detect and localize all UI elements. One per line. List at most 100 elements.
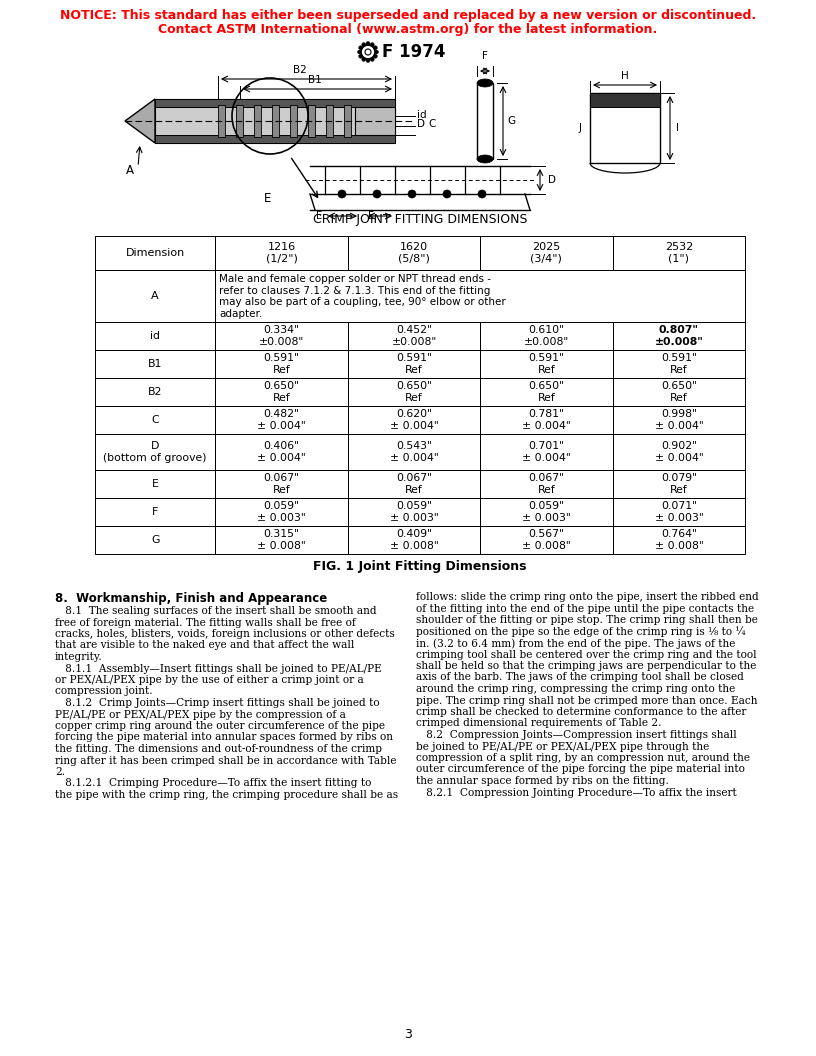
Bar (236, 105, 243, 137)
Circle shape (357, 50, 361, 54)
Text: 0.059"
± 0.003": 0.059" ± 0.003" (257, 502, 306, 523)
Text: 0.998"
± 0.004": 0.998" ± 0.004" (654, 410, 703, 431)
Text: C: C (428, 119, 436, 129)
Text: 1216
(1/2"): 1216 (1/2") (265, 242, 297, 264)
Text: 0.902"
± 0.004": 0.902" ± 0.004" (654, 441, 703, 463)
Text: A: A (151, 291, 159, 301)
Text: 0.591"
Ref: 0.591" Ref (529, 353, 565, 375)
Bar (155, 99, 395, 143)
Bar (613, 526, 745, 554)
Bar (215, 322, 348, 350)
Text: 0.650"
Ref: 0.650" Ref (661, 381, 697, 402)
Bar (348, 434, 480, 470)
Text: 0.764"
± 0.008": 0.764" ± 0.008" (654, 529, 703, 551)
Bar (348, 470, 480, 498)
Bar (348, 498, 480, 526)
Bar (480, 350, 613, 378)
Text: CRIMP JOINT FITTING DIMENSIONS: CRIMP JOINT FITTING DIMENSIONS (313, 213, 527, 226)
Text: Male and female copper solder or NPT thread ends -
refer to clauses 7.1.2 & 7.1.: Male and female copper solder or NPT thr… (220, 274, 506, 319)
Text: 0.067"
Ref: 0.067" Ref (396, 473, 432, 495)
Text: 3: 3 (404, 1027, 412, 1040)
Text: B1: B1 (308, 75, 322, 84)
Text: crimped dimensional requirements of Table 2.: crimped dimensional requirements of Tabl… (416, 718, 662, 729)
Text: 8.2  Compression Joints—Compression insert fittings shall: 8.2 Compression Joints—Compression inser… (416, 730, 737, 740)
Circle shape (443, 190, 451, 199)
Bar (590, 93, 660, 107)
Text: 8.1.2.1  Crimping Procedure—To affix the insert fitting to: 8.1.2.1 Crimping Procedure—To affix the … (55, 778, 371, 789)
Text: 0.482"
± 0.004": 0.482" ± 0.004" (257, 410, 306, 431)
Text: I: I (676, 122, 679, 133)
Bar (254, 105, 261, 137)
Text: 2.: 2. (55, 767, 65, 777)
Bar (95, 235, 215, 270)
Bar (613, 434, 745, 470)
Text: 8.1  The sealing surfaces of the insert shall be smooth and: 8.1 The sealing surfaces of the insert s… (55, 606, 377, 616)
Bar (215, 470, 348, 498)
Text: axis of the barb. The jaws of the crimping tool shall be closed: axis of the barb. The jaws of the crimpi… (416, 673, 744, 682)
Text: 0.067"
Ref: 0.067" Ref (264, 473, 299, 495)
Circle shape (359, 45, 362, 50)
Text: 0.781"
± 0.004": 0.781" ± 0.004" (522, 410, 571, 431)
Circle shape (373, 190, 381, 199)
Text: 8.  Workmanship, Finish and Appearance: 8. Workmanship, Finish and Appearance (55, 592, 327, 605)
Circle shape (359, 54, 362, 58)
Bar (272, 105, 279, 137)
Circle shape (374, 54, 377, 58)
Bar (155, 135, 395, 143)
Bar (613, 470, 745, 498)
Circle shape (366, 58, 370, 62)
Text: crimp shall be checked to determine conformance to the after: crimp shall be checked to determine conf… (416, 708, 747, 717)
Text: B1: B1 (148, 359, 162, 369)
Text: 2532
(1"): 2532 (1") (665, 242, 693, 264)
Text: G: G (151, 535, 159, 545)
Bar (480, 378, 613, 406)
Circle shape (366, 41, 370, 45)
Bar (480, 498, 613, 526)
Bar (95, 322, 215, 350)
Circle shape (370, 42, 375, 46)
Text: 0.591"
Ref: 0.591" Ref (264, 353, 299, 375)
Text: D: D (548, 175, 556, 185)
Bar (344, 105, 351, 137)
Text: E: E (368, 211, 374, 221)
Text: free of foreign material. The fitting walls shall be free of: free of foreign material. The fitting wa… (55, 618, 356, 627)
Circle shape (361, 57, 366, 61)
Bar (348, 235, 480, 270)
Text: 8.1.2  Crimp Joints—Crimp insert fittings shall be joined to: 8.1.2 Crimp Joints—Crimp insert fittings… (55, 698, 379, 708)
Bar (95, 434, 215, 470)
Text: 0.591"
Ref: 0.591" Ref (661, 353, 697, 375)
Text: E: E (152, 479, 158, 489)
Text: pipe. The crimp ring shall not be crimped more than once. Each: pipe. The crimp ring shall not be crimpe… (416, 696, 757, 705)
Bar (348, 350, 480, 378)
Text: 0.650"
Ref: 0.650" Ref (529, 381, 565, 402)
Text: NOTICE: This standard has either been superseded and replaced by a new version o: NOTICE: This standard has either been su… (60, 10, 756, 22)
Text: F: F (482, 51, 488, 61)
Text: 0.591"
Ref: 0.591" Ref (396, 353, 432, 375)
Text: A: A (126, 165, 134, 177)
Bar (480, 406, 613, 434)
Polygon shape (125, 99, 155, 143)
Text: ring after it has been crimped shall be in accordance with Table: ring after it has been crimped shall be … (55, 755, 397, 766)
Text: 0.650"
Ref: 0.650" Ref (396, 381, 432, 402)
Text: crimping tool shall be centered over the crimp ring and the tool: crimping tool shall be centered over the… (416, 649, 756, 660)
Text: copper crimp ring around the outer circumference of the pipe: copper crimp ring around the outer circu… (55, 721, 385, 731)
Bar (348, 406, 480, 434)
Text: H: H (621, 71, 629, 81)
Text: in. (3.2 to 6.4 mm) from the end of the pipe. The jaws of the: in. (3.2 to 6.4 mm) from the end of the … (416, 638, 735, 648)
Text: F: F (152, 507, 158, 517)
Text: the annular space formed by ribs on the fitting.: the annular space formed by ribs on the … (416, 776, 669, 786)
Text: around the crimp ring, compressing the crimp ring onto the: around the crimp ring, compressing the c… (416, 684, 735, 694)
Bar (613, 235, 745, 270)
Text: shall be held so that the crimping jaws are perpendicular to the: shall be held so that the crimping jaws … (416, 661, 756, 671)
Bar (613, 350, 745, 378)
Bar (290, 105, 297, 137)
Text: G: G (507, 116, 515, 126)
Text: 0.067"
Ref: 0.067" Ref (529, 473, 565, 495)
Text: of the fitting into the end of the pipe until the pipe contacts the: of the fitting into the end of the pipe … (416, 603, 754, 614)
Text: cracks, holes, blisters, voids, foreign inclusions or other defects: cracks, holes, blisters, voids, foreign … (55, 629, 395, 639)
Text: D: D (417, 119, 425, 129)
Text: outer circumference of the pipe forcing the pipe material into: outer circumference of the pipe forcing … (416, 765, 745, 774)
Text: the pipe with the crimp ring, the crimping procedure shall be as: the pipe with the crimp ring, the crimpi… (55, 790, 398, 800)
Text: 0.059"
± 0.003": 0.059" ± 0.003" (389, 502, 438, 523)
Text: positioned on the pipe so the edge of the crimp ring is ⅛ to ¼: positioned on the pipe so the edge of th… (416, 626, 746, 637)
